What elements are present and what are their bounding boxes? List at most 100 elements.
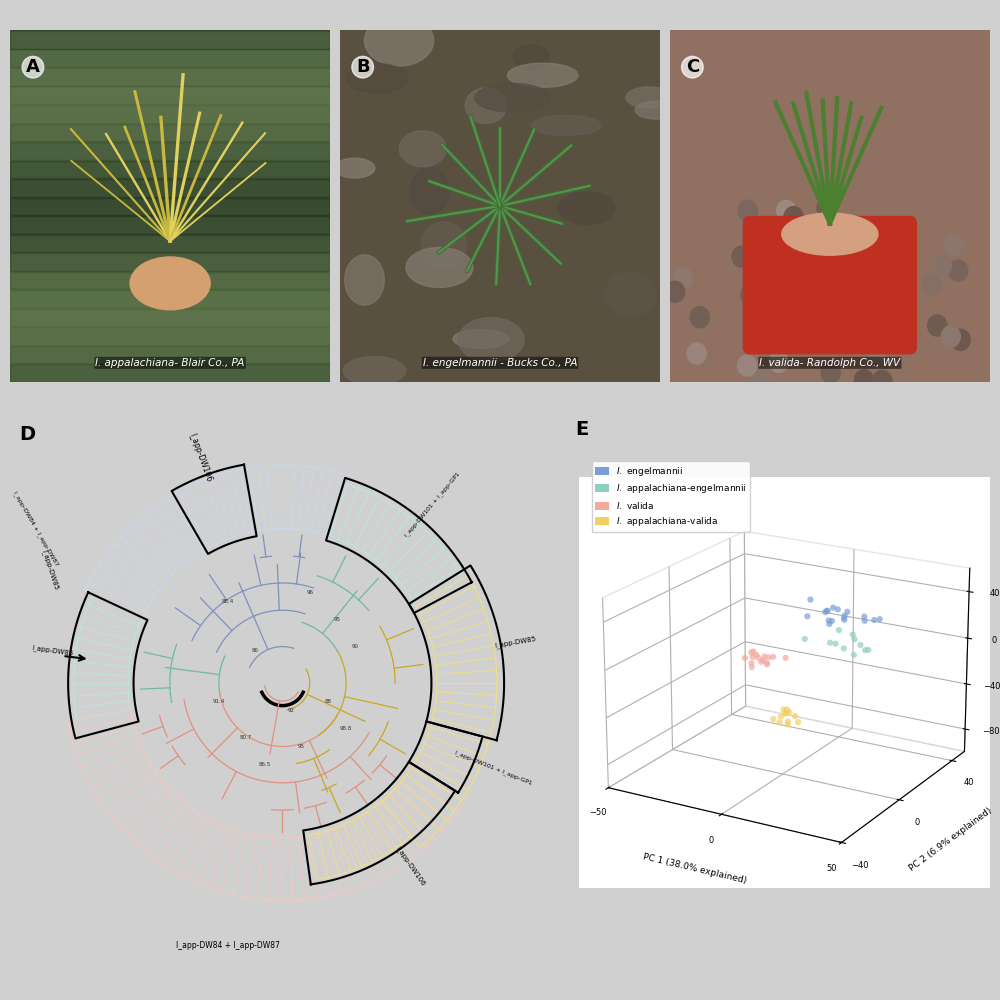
Bar [10,327,330,345]
Ellipse shape [475,83,550,112]
Bar [10,364,330,382]
Bar [10,309,330,326]
Ellipse shape [782,213,878,255]
Bar [10,235,330,252]
Text: I_app-DW85: I_app-DW85 [40,549,60,591]
Circle shape [738,200,757,221]
Bar [10,216,330,234]
Circle shape [821,362,840,383]
Text: A: A [26,58,40,76]
Text: 98.8: 98.8 [340,726,352,731]
Bar [10,346,330,363]
Bar [10,253,330,271]
Circle shape [893,307,913,328]
Text: D: D [19,425,35,444]
Bar [10,12,330,30]
Circle shape [772,244,791,265]
Text: I_app-DW84 + I_app-DW87: I_app-DW84 + I_app-DW87 [12,490,59,567]
Text: B: B [356,58,370,76]
Ellipse shape [364,15,434,66]
Ellipse shape [558,192,615,224]
Ellipse shape [626,87,672,108]
Ellipse shape [532,115,601,135]
Ellipse shape [635,101,677,119]
Bar [10,68,330,86]
Circle shape [751,365,771,386]
Text: 91.4: 91.4 [213,699,225,704]
Ellipse shape [458,318,524,362]
Text: E: E [575,420,588,439]
Circle shape [741,284,760,305]
Bar [10,49,330,67]
Circle shape [863,277,882,298]
Ellipse shape [410,168,449,214]
Ellipse shape [453,330,509,348]
Circle shape [836,250,855,271]
Ellipse shape [465,88,507,123]
Text: 88: 88 [324,699,331,704]
Circle shape [951,329,970,350]
Circle shape [690,307,709,328]
Text: I_app-DW106: I_app-DW106 [187,432,213,483]
Bar [10,198,330,215]
Ellipse shape [345,255,384,305]
Text: I_app-DW84 + I_app-DW87: I_app-DW84 + I_app-DW87 [176,941,280,950]
Text: 92: 92 [288,708,295,713]
Text: 96: 96 [306,590,313,595]
Text: A: A [26,58,40,76]
Circle shape [854,370,874,391]
Text: C: C [686,58,699,76]
Text: I_app-DW85: I_app-DW85 [494,635,536,649]
Circle shape [928,315,947,336]
Bar [10,179,330,197]
Bar [10,105,330,123]
Ellipse shape [335,158,375,178]
Bar [10,272,330,289]
Circle shape [673,267,692,289]
Bar [10,124,330,141]
Ellipse shape [406,247,473,287]
Y-axis label: PC 2 (6.9% explained): PC 2 (6.9% explained) [907,806,993,873]
Circle shape [732,246,751,267]
Ellipse shape [422,222,467,269]
Text: 80.7: 80.7 [240,735,252,740]
Circle shape [922,274,941,295]
Circle shape [873,370,892,392]
Circle shape [784,207,803,228]
Text: 86.5: 86.5 [258,762,270,767]
Legend: $I.$ engelmannii, $I.$ appalachiana-engelmannii, $I.$ valida, $I.$ appalachiana-: $I.$ engelmannii, $I.$ appalachiana-enge… [592,461,750,532]
Bar [10,290,330,308]
Circle shape [948,260,968,281]
Circle shape [764,240,784,261]
Ellipse shape [605,272,656,316]
Text: B: B [356,58,370,76]
Ellipse shape [346,64,408,93]
Text: I_app-DW101 + I_app-GP1: I_app-DW101 + I_app-GP1 [403,471,461,538]
Text: I_app-DW85: I_app-DW85 [31,644,73,657]
Text: I_app-DW101 + I_app-GP1: I_app-DW101 + I_app-GP1 [454,750,532,786]
Ellipse shape [343,357,406,385]
Text: 95: 95 [333,617,340,622]
Circle shape [944,234,963,255]
Circle shape [875,237,895,258]
Text: 86: 86 [252,648,259,653]
Circle shape [817,198,836,219]
Text: 95: 95 [297,744,304,749]
Circle shape [769,351,789,373]
Circle shape [687,343,706,364]
Text: C: C [686,58,699,76]
Circle shape [941,326,960,347]
Circle shape [777,200,796,221]
Circle shape [738,355,757,376]
Text: I. engelmannii - Bucks Co., PA: I. engelmannii - Bucks Co., PA [423,358,577,368]
Bar [10,142,330,160]
Circle shape [867,341,886,362]
Text: I_app-DW106: I_app-DW106 [395,845,427,887]
Circle shape [932,256,951,277]
Ellipse shape [513,45,549,70]
Ellipse shape [399,131,446,167]
Text: 88.4: 88.4 [222,599,234,604]
FancyBboxPatch shape [743,217,916,354]
X-axis label: PC 1 (38.0% explained): PC 1 (38.0% explained) [642,852,747,885]
Bar [10,86,330,104]
